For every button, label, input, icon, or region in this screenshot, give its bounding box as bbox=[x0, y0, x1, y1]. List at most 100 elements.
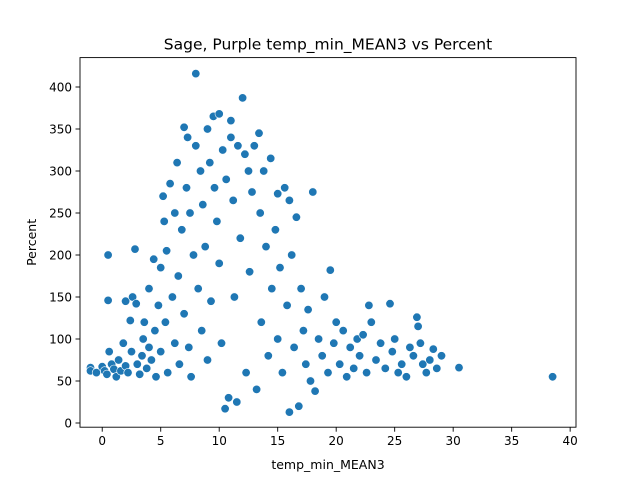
data-point bbox=[191, 69, 201, 79]
data-point bbox=[317, 351, 327, 361]
data-point bbox=[342, 372, 352, 382]
data-point bbox=[387, 347, 397, 357]
data-point bbox=[200, 242, 210, 252]
data-point bbox=[245, 267, 255, 277]
data-point bbox=[310, 386, 320, 396]
data-point bbox=[203, 124, 213, 134]
data-point bbox=[111, 372, 121, 382]
x-tick-label: 25 bbox=[387, 434, 402, 448]
data-point bbox=[146, 355, 156, 365]
data-point bbox=[233, 141, 243, 151]
data-point bbox=[405, 342, 415, 352]
data-point bbox=[114, 355, 124, 365]
data-point bbox=[397, 359, 407, 369]
data-point bbox=[170, 338, 180, 348]
data-point bbox=[294, 401, 304, 411]
data-point bbox=[238, 93, 248, 103]
data-point bbox=[138, 334, 148, 344]
y-tick-label: 350 bbox=[49, 122, 72, 136]
data-point bbox=[345, 342, 355, 352]
plot-area bbox=[86, 69, 558, 417]
data-point bbox=[102, 369, 112, 379]
data-point bbox=[130, 244, 140, 254]
data-point bbox=[221, 174, 231, 184]
data-point bbox=[196, 166, 206, 176]
x-axis-label: temp_min_MEAN3 bbox=[271, 457, 384, 472]
data-point bbox=[329, 338, 339, 348]
data-point bbox=[393, 368, 403, 378]
data-point bbox=[428, 344, 438, 354]
data-point bbox=[371, 355, 381, 365]
data-point bbox=[217, 338, 227, 348]
data-point bbox=[198, 200, 208, 210]
data-point bbox=[259, 166, 269, 176]
data-point bbox=[179, 122, 189, 132]
data-point bbox=[118, 338, 128, 348]
data-point bbox=[247, 187, 257, 197]
axes-frame bbox=[79, 57, 577, 428]
data-point bbox=[205, 158, 215, 168]
x-axis: 0 5 10 15 20 25 30 35 40 bbox=[98, 427, 578, 448]
y-tick-label: 150 bbox=[49, 290, 72, 304]
data-point bbox=[263, 351, 273, 361]
data-point bbox=[226, 116, 236, 126]
data-point bbox=[349, 363, 359, 373]
data-point bbox=[210, 183, 220, 193]
data-point bbox=[189, 250, 199, 260]
data-point bbox=[235, 233, 245, 243]
data-point bbox=[325, 265, 335, 275]
data-point bbox=[167, 292, 177, 302]
y-tick-label: 200 bbox=[49, 248, 72, 262]
data-point bbox=[153, 300, 163, 310]
data-point bbox=[548, 372, 558, 382]
data-point bbox=[139, 317, 149, 327]
data-point bbox=[298, 326, 308, 336]
data-point bbox=[364, 300, 374, 310]
data-point bbox=[185, 208, 195, 218]
data-point bbox=[415, 338, 425, 348]
data-point bbox=[301, 359, 311, 369]
data-point bbox=[305, 376, 315, 386]
data-point bbox=[172, 158, 182, 168]
data-point bbox=[296, 284, 306, 294]
data-point bbox=[214, 109, 224, 119]
y-axis: 0 50 100 150 200 250 300 350 400 bbox=[49, 80, 80, 430]
data-point bbox=[226, 132, 236, 142]
data-point bbox=[282, 300, 292, 310]
data-point bbox=[173, 271, 183, 281]
data-point bbox=[103, 250, 113, 260]
y-tick-label: 250 bbox=[49, 206, 72, 220]
x-tick-label: 5 bbox=[157, 434, 165, 448]
data-point bbox=[186, 372, 196, 382]
data-point bbox=[454, 363, 464, 373]
x-tick-label: 15 bbox=[270, 434, 285, 448]
data-point bbox=[425, 355, 435, 365]
data-point bbox=[206, 296, 216, 306]
data-point bbox=[289, 342, 299, 352]
data-point bbox=[241, 368, 251, 378]
data-point bbox=[191, 141, 201, 151]
data-point bbox=[151, 372, 161, 382]
data-point bbox=[408, 351, 418, 361]
data-point bbox=[179, 309, 189, 319]
data-point bbox=[123, 368, 133, 378]
data-point bbox=[267, 284, 277, 294]
data-point bbox=[280, 183, 290, 193]
data-point bbox=[183, 132, 193, 142]
data-point bbox=[193, 284, 203, 294]
data-point bbox=[413, 321, 423, 331]
data-point bbox=[182, 183, 192, 193]
y-axis-label: Percent bbox=[24, 219, 39, 266]
data-point bbox=[255, 208, 265, 218]
data-point bbox=[380, 363, 390, 373]
x-tick-label: 0 bbox=[98, 434, 106, 448]
data-point bbox=[376, 338, 386, 348]
data-point bbox=[358, 330, 368, 340]
data-point bbox=[385, 299, 395, 309]
data-point bbox=[277, 368, 287, 378]
data-point bbox=[291, 212, 301, 222]
data-point bbox=[390, 334, 400, 344]
data-point bbox=[362, 368, 372, 378]
data-point bbox=[335, 359, 345, 369]
data-point bbox=[319, 292, 329, 302]
